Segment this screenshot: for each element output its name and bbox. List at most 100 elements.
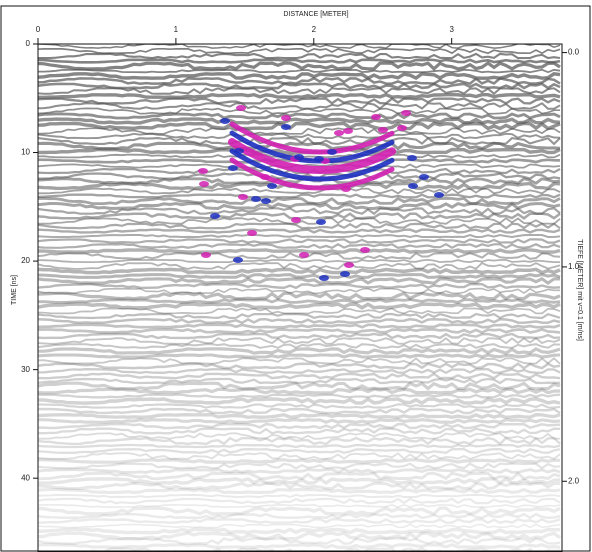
y-tick-label: 0 [26,39,31,48]
texture-band [38,547,561,552]
texture-band [38,328,561,334]
reflection-blob [260,174,270,180]
texture-band [38,481,561,491]
texture-band [38,238,561,244]
y2-axis-title: TIEFE [METER] mit v=0.1 [m/ns] [576,239,583,341]
texture-band [38,201,561,211]
texture-band [38,287,560,295]
reflection-blob [234,148,244,154]
reflection-blob [343,128,353,134]
reflection-blob [236,105,246,111]
reflection-blob [267,183,277,189]
reflection-blob [251,196,261,202]
texture-band [38,432,561,440]
texture-band [38,537,561,546]
reflection-blob [316,219,326,225]
x-tick-label: 2 [312,25,317,34]
texture-band [38,427,561,435]
texture-band [38,312,561,320]
texture-band [38,258,560,264]
y-axis-title: TIME [ns] [11,275,18,305]
reflection-blob [291,217,301,223]
texture-band [38,506,561,516]
reflection-blob [294,154,304,160]
texture-band [38,233,561,239]
texture-band [38,337,561,345]
reflection-blob [408,183,418,189]
texture-band [38,92,561,100]
texture-band [38,323,561,329]
texture-band [38,187,561,195]
texture-band [38,462,561,470]
texture-band [38,242,561,250]
texture-band [38,381,561,391]
x-tick-label: 0 [36,25,41,34]
reflection-blob [228,165,238,171]
texture-band [38,82,561,90]
y2-tick-label: 2.0 [568,476,580,485]
texture-band [38,368,561,375]
y-tick-label: 30 [21,365,30,374]
reflection [229,121,395,155]
texture-band [38,418,561,424]
texture-band [38,72,561,81]
texture-band [38,494,561,498]
y2-tick-label: 1.0 [568,262,580,271]
reflection-blob [238,194,248,200]
x-axis-title: DISTANCE [METER] [283,11,348,18]
reflection [229,157,395,191]
texture-band [38,387,561,395]
reflection-blob [340,271,350,277]
texture-band [38,476,561,486]
texture-band [38,527,561,535]
texture-band [38,58,561,64]
y-tick-label: 20 [21,256,30,265]
texture-band [38,531,561,541]
texture-band [38,317,561,325]
reflection-blob [341,186,351,192]
reflection-blob [401,110,411,116]
texture-band [38,403,561,409]
texture-band [38,347,561,355]
texture-band [38,102,561,110]
texture-band [38,393,561,399]
reflection-blob [199,181,209,187]
texture-band [38,52,561,60]
texture-band [38,517,561,525]
reflection-blob [327,149,337,155]
texture-band [38,127,561,135]
reflection-blob [419,174,429,180]
texture-band [38,267,561,275]
texture-band [38,222,561,230]
texture-band [38,357,561,365]
texture-band [38,458,561,464]
reflection-blob [319,275,329,281]
plot-border [37,43,563,552]
x-tick-label: 3 [449,25,454,34]
texture-band [38,132,561,140]
texture-band [38,136,561,146]
texture-band [38,112,561,120]
texture-band [38,503,561,509]
texture-band [38,141,561,151]
reflection-blob [210,213,220,219]
texture-band [38,407,561,415]
texture-band [38,413,561,420]
texture-band [38,436,561,446]
texture-band [38,68,561,74]
reflection-blob [198,168,208,174]
reflection [228,138,396,175]
reflection-blob [220,118,230,124]
texture-band [38,447,561,454]
texture-band [38,422,561,430]
reflection-blob [247,230,257,236]
texture-band [38,121,561,131]
texture-band [38,273,561,279]
texture-band [38,343,561,350]
reflection-blob [299,252,309,258]
texture-band [38,377,560,385]
texture-band [38,47,561,55]
texture-band [38,372,561,380]
reflection-blob [281,115,291,121]
texture-band [38,262,561,270]
